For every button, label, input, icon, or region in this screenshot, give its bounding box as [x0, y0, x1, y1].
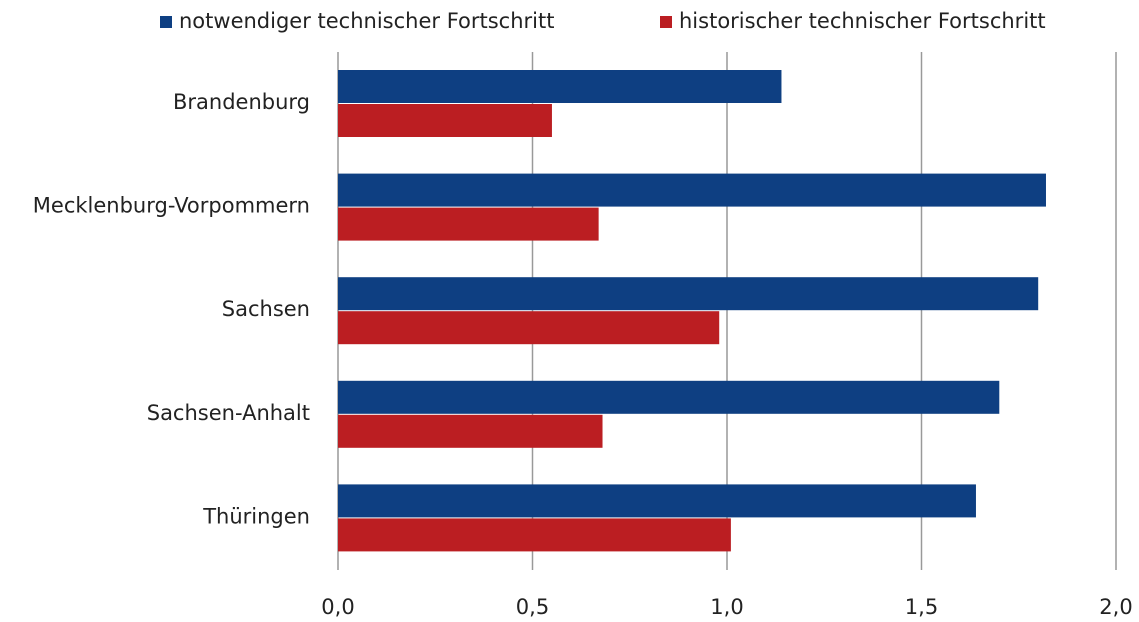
- y-tick-label: Sachsen: [222, 297, 310, 321]
- y-tick-label: Brandenburg: [173, 90, 310, 114]
- bar: [338, 484, 976, 518]
- y-tick-label: Mecklenburg-Vorpommern: [33, 194, 310, 218]
- y-tick-label: Thüringen: [202, 504, 310, 528]
- legend-swatch: [160, 16, 172, 28]
- y-tick-label: Sachsen-Anhalt: [147, 401, 310, 425]
- x-tick-label: 2,0: [1099, 595, 1132, 619]
- bar: [338, 70, 782, 103]
- legend-label: historischer technischer Fortschritt: [679, 9, 1046, 33]
- x-tick-label: 1,0: [710, 595, 743, 619]
- bar: [338, 207, 599, 241]
- bar: [338, 277, 1039, 311]
- bar: [338, 518, 731, 552]
- legend-swatch: [660, 16, 672, 28]
- bar: [338, 173, 1046, 207]
- bar: [338, 414, 603, 448]
- bar: [338, 311, 720, 345]
- x-tick-label: 0,5: [516, 595, 549, 619]
- bar: [338, 104, 552, 137]
- x-tick-label: 0,0: [321, 595, 354, 619]
- bar: [338, 380, 1000, 414]
- legend-label: notwendiger technischer Fortschritt: [179, 9, 554, 33]
- x-tick-label: 1,5: [905, 595, 938, 619]
